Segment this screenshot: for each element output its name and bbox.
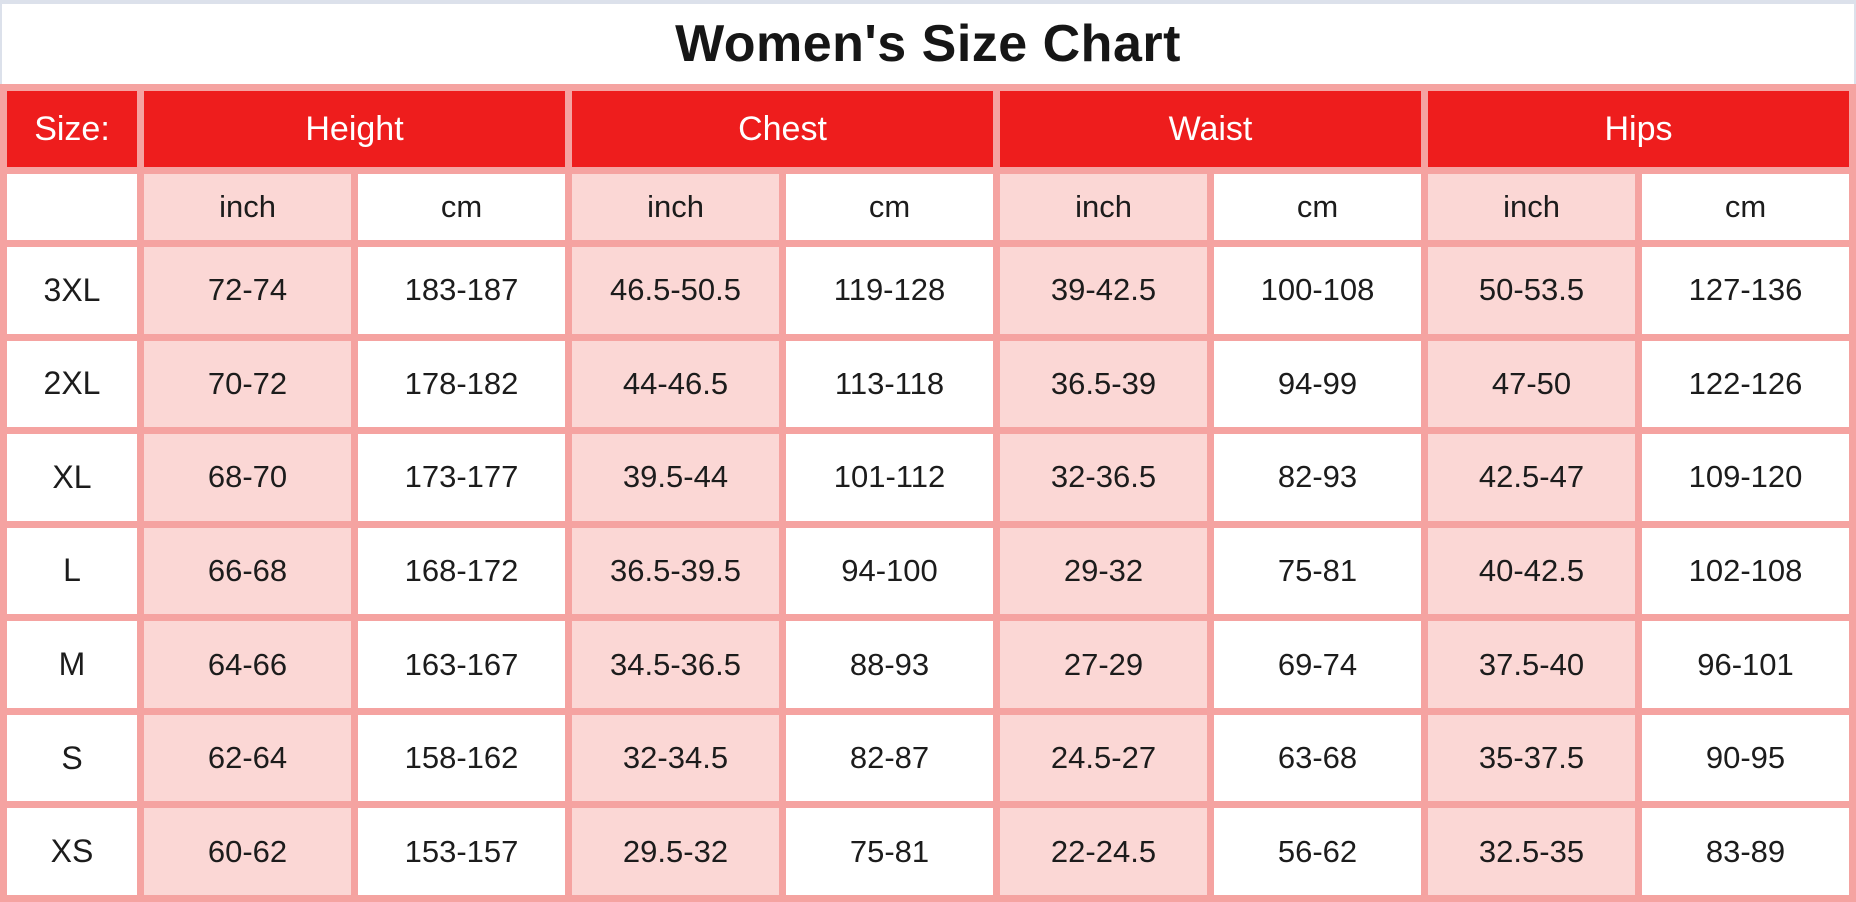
value-cell: 88-93: [786, 621, 993, 708]
group-header-chest: Chest: [572, 91, 993, 167]
unit-header: cm: [1642, 174, 1849, 240]
size-cell: S: [7, 714, 137, 802]
size-cell: L: [7, 527, 137, 615]
value-cell: 32.5-35: [1428, 808, 1635, 895]
value-cell: 34.5-36.5: [572, 621, 779, 708]
value-cell: 29-32: [1000, 527, 1207, 615]
value-cell: 24.5-27: [1000, 714, 1207, 802]
group-header-hips: Hips: [1428, 91, 1849, 167]
value-cell: 178-182: [358, 340, 565, 428]
value-cell: 168-172: [358, 527, 565, 615]
size-row-xl: XL 68-70 173-177 39.5-44 101-112 32-36.5…: [7, 434, 1849, 521]
size-row-2xl: 2XL 70-72 178-182 44-46.5 113-118 36.5-3…: [7, 340, 1849, 428]
value-cell: 82-93: [1214, 434, 1421, 521]
value-cell: 63-68: [1214, 714, 1421, 802]
size-cell: XS: [7, 808, 137, 895]
value-cell: 122-126: [1642, 340, 1849, 428]
value-cell: 69-74: [1214, 621, 1421, 708]
unit-header: cm: [786, 174, 993, 240]
unit-header: inch: [1000, 174, 1207, 240]
value-cell: 109-120: [1642, 434, 1849, 521]
value-cell: 83-89: [1642, 808, 1849, 895]
corner-size-header: Size:: [7, 91, 137, 167]
size-cell: XL: [7, 434, 137, 521]
group-header-height: Height: [144, 91, 565, 167]
title-bar: Women's Size Chart: [0, 4, 1856, 84]
value-cell: 46.5-50.5: [572, 247, 779, 334]
value-cell: 90-95: [1642, 714, 1849, 802]
value-cell: 94-100: [786, 527, 993, 615]
value-cell: 56-62: [1214, 808, 1421, 895]
value-cell: 27-29: [1000, 621, 1207, 708]
value-cell: 44-46.5: [572, 340, 779, 428]
value-cell: 127-136: [1642, 247, 1849, 334]
value-cell: 39-42.5: [1000, 247, 1207, 334]
unit-header-row: inch cm inch cm inch cm inch cm: [7, 174, 1849, 240]
size-row-3xl: 3XL 72-74 183-187 46.5-50.5 119-128 39-4…: [7, 247, 1849, 334]
page-title: Women's Size Chart: [675, 15, 1181, 73]
size-chart-table: Size: Height Chest Waist Hips inch cm in…: [0, 84, 1856, 902]
unit-header: inch: [572, 174, 779, 240]
value-cell: 75-81: [786, 808, 993, 895]
value-cell: 60-62: [144, 808, 351, 895]
group-header-row: Size: Height Chest Waist Hips: [7, 91, 1849, 167]
unit-header: cm: [358, 174, 565, 240]
value-cell: 47-50: [1428, 340, 1635, 428]
value-cell: 163-167: [358, 621, 565, 708]
value-cell: 37.5-40: [1428, 621, 1635, 708]
value-cell: 113-118: [786, 340, 993, 428]
value-cell: 94-99: [1214, 340, 1421, 428]
value-cell: 173-177: [358, 434, 565, 521]
value-cell: 102-108: [1642, 527, 1849, 615]
value-cell: 96-101: [1642, 621, 1849, 708]
size-row-xs: XS 60-62 153-157 29.5-32 75-81 22-24.5 5…: [7, 808, 1849, 895]
value-cell: 40-42.5: [1428, 527, 1635, 615]
value-cell: 29.5-32: [572, 808, 779, 895]
value-cell: 72-74: [144, 247, 351, 334]
size-row-m: M 64-66 163-167 34.5-36.5 88-93 27-29 69…: [7, 621, 1849, 708]
size-cell: 2XL: [7, 340, 137, 428]
size-cell: M: [7, 621, 137, 708]
unit-header: inch: [1428, 174, 1635, 240]
value-cell: 64-66: [144, 621, 351, 708]
value-cell: 183-187: [358, 247, 565, 334]
value-cell: 42.5-47: [1428, 434, 1635, 521]
value-cell: 100-108: [1214, 247, 1421, 334]
value-cell: 119-128: [786, 247, 993, 334]
group-header-waist: Waist: [1000, 91, 1421, 167]
value-cell: 82-87: [786, 714, 993, 802]
value-cell: 36.5-39.5: [572, 527, 779, 615]
unit-row-spacer: [7, 174, 137, 240]
value-cell: 70-72: [144, 340, 351, 428]
size-row-l: L 66-68 168-172 36.5-39.5 94-100 29-32 7…: [7, 527, 1849, 615]
value-cell: 101-112: [786, 434, 993, 521]
value-cell: 66-68: [144, 527, 351, 615]
unit-header: cm: [1214, 174, 1421, 240]
value-cell: 39.5-44: [572, 434, 779, 521]
value-cell: 153-157: [358, 808, 565, 895]
size-cell: 3XL: [7, 247, 137, 334]
size-row-s: S 62-64 158-162 32-34.5 82-87 24.5-27 63…: [7, 714, 1849, 802]
value-cell: 50-53.5: [1428, 247, 1635, 334]
value-cell: 32-34.5: [572, 714, 779, 802]
unit-header: inch: [144, 174, 351, 240]
value-cell: 35-37.5: [1428, 714, 1635, 802]
value-cell: 158-162: [358, 714, 565, 802]
value-cell: 36.5-39: [1000, 340, 1207, 428]
value-cell: 68-70: [144, 434, 351, 521]
value-cell: 75-81: [1214, 527, 1421, 615]
page-top-edge: [0, 0, 1856, 4]
value-cell: 22-24.5: [1000, 808, 1207, 895]
value-cell: 62-64: [144, 714, 351, 802]
value-cell: 32-36.5: [1000, 434, 1207, 521]
